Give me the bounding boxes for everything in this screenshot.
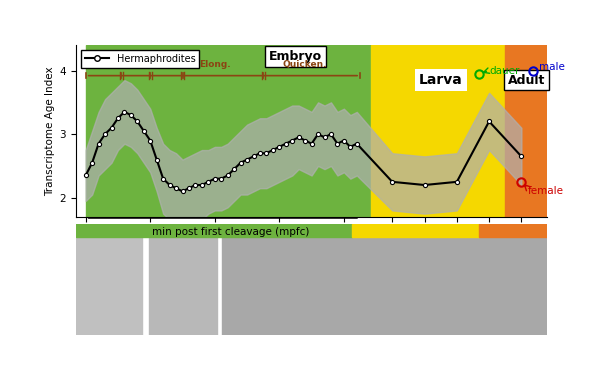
Bar [76,224,351,237]
Bar [222,224,547,335]
Bar [479,224,547,237]
Text: min post first cleavage (mpfc): min post first cleavage (mpfc) [144,226,302,237]
Text: Gastr.: Gastr. [122,60,152,69]
Text: Morph.: Morph. [148,60,184,69]
Bar [371,45,505,217]
Bar [351,224,479,237]
Text: Larva: Larva [419,73,463,87]
Text: Prolif.: Prolif. [90,60,120,69]
Text: min post first cleavage (mpfc): min post first cleavage (mpfc) [153,227,309,238]
Text: Elong.: Elong. [199,60,230,69]
Y-axis label: Transcriptome Age Index: Transcriptome Age Index [46,66,55,196]
Bar [149,224,218,335]
Text: female: female [528,186,564,196]
Legend: Hermaphrodites: Hermaphrodites [81,50,199,68]
Text: Adult: Adult [508,74,545,86]
Bar [505,45,547,217]
Text: male: male [539,62,565,72]
Bar [86,45,371,217]
Bar [76,224,142,335]
Text: Embryo: Embryo [269,50,322,63]
Text: Quicken.: Quicken. [283,60,327,69]
Text: dauer: dauer [489,65,519,76]
